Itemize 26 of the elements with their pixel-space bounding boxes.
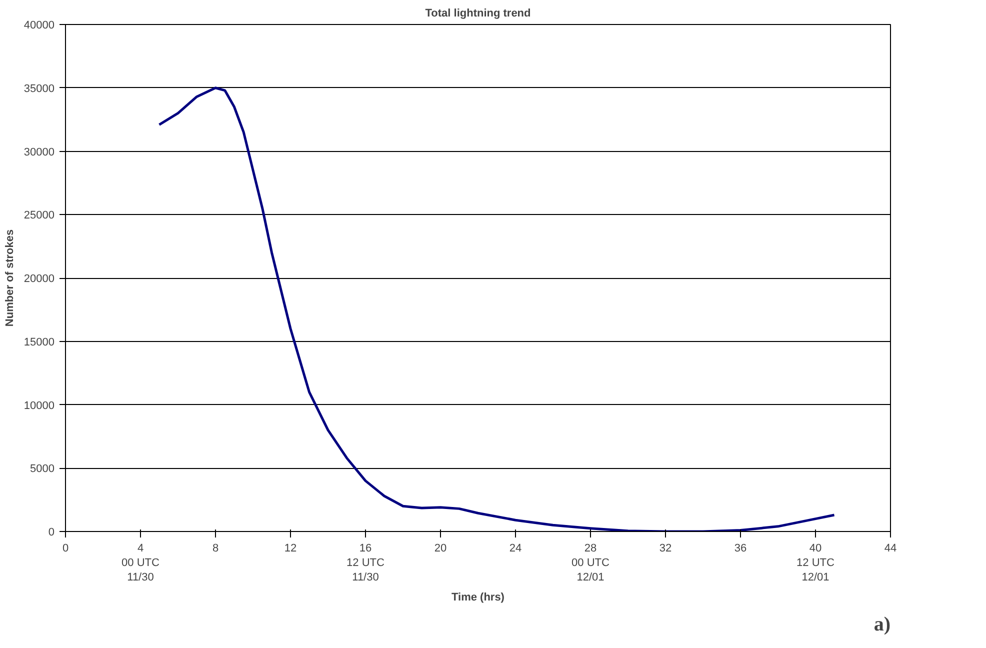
chart-title: Total lightning trend (425, 8, 531, 20)
x-tick-label: 28 00 UTC 12/01 (572, 542, 610, 584)
x-tick-label: 12 (284, 542, 297, 554)
x-axis-title: Time (hrs) (452, 591, 505, 604)
x-tick-label: 40 12 UTC 12/01 (796, 542, 835, 584)
text: a) (874, 614, 891, 636)
x-tick-label: 44 (884, 542, 897, 554)
x-tick-label: 4 00 UTC 11/30 (122, 542, 160, 584)
x-tick-label: 36 (734, 542, 747, 554)
x-tick-label: 8 (212, 542, 219, 554)
x-tick-label: 24 (509, 542, 522, 554)
line-series (158, 86, 836, 532)
x-tick-label: 0 (62, 542, 69, 554)
y-tick-label: 35000 (24, 82, 55, 95)
y-tick-label: 30000 (24, 146, 55, 158)
y-tick-label: 20000 (24, 273, 55, 285)
y-tick-label: 25000 (24, 210, 55, 222)
y-tick-label: 15000 (24, 336, 55, 348)
y-axis-title: Number of strokes (4, 229, 16, 327)
y-tick-label: 0 (48, 526, 55, 538)
y-tick-label: 5000 (30, 463, 55, 476)
x-tick-label: 32 (659, 542, 672, 554)
y-tick-label: 10000 (24, 400, 55, 412)
x-tick-label: 16 12 UTC 11/30 (346, 542, 385, 584)
x-tick-label: 20 (434, 542, 447, 554)
y-tick-label: 40000 (24, 20, 55, 32)
